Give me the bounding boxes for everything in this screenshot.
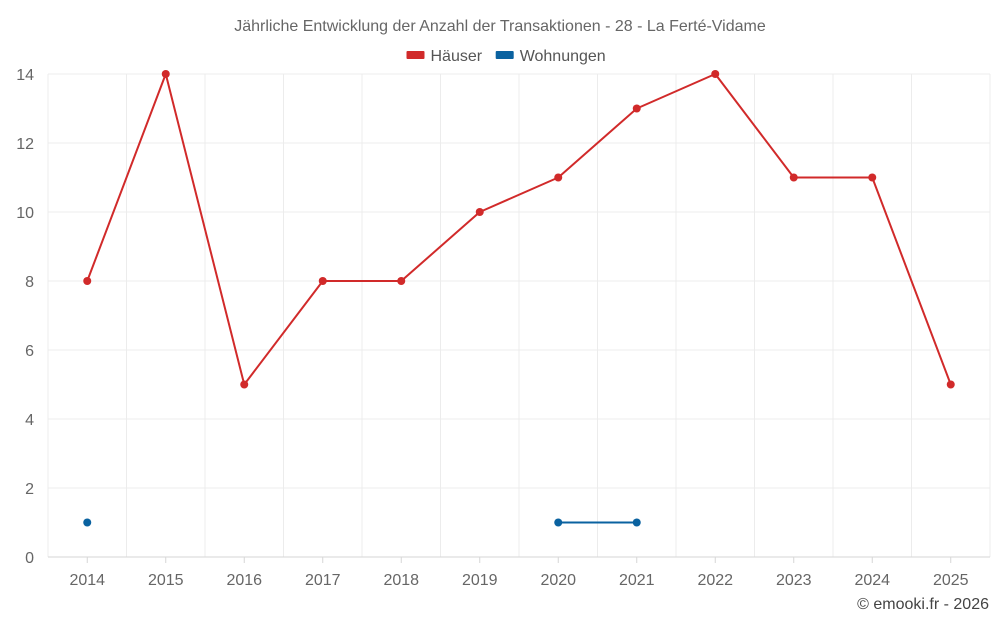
x-tick-label: 2024	[854, 572, 890, 589]
legend-swatch	[495, 51, 514, 59]
x-tick-label: 2019	[462, 572, 498, 589]
x-tick-label: 2020	[540, 572, 576, 589]
x-tick-label: 2025	[933, 572, 969, 589]
series-0	[83, 70, 955, 389]
data-point[interactable]	[868, 173, 877, 182]
chart-title: Jährliche Entwicklung der Anzahl der Tra…	[234, 18, 766, 35]
y-tick-label: 0	[25, 550, 34, 567]
x-tick-label: 2023	[776, 572, 812, 589]
y-tick-label: 2	[25, 481, 34, 498]
x-tick-label: 2015	[148, 572, 184, 589]
legend: Häuser Wohnungen	[406, 48, 606, 65]
series-line	[86, 73, 952, 386]
y-tick-label: 8	[25, 274, 34, 291]
data-point[interactable]	[83, 518, 92, 527]
legend-swatch	[406, 51, 425, 59]
data-point[interactable]	[946, 380, 955, 389]
data-point[interactable]	[475, 208, 484, 216]
data-point[interactable]	[789, 173, 798, 182]
y-tick-label: 10	[16, 205, 34, 222]
legend-item[interactable]: Wohnungen	[495, 48, 606, 65]
data-point[interactable]	[240, 380, 249, 389]
series-layer	[83, 70, 955, 527]
data-point[interactable]	[711, 70, 720, 78]
gridlines	[47, 73, 991, 557]
x-tick-label: 2021	[619, 572, 655, 589]
data-point[interactable]	[554, 518, 563, 527]
x-tick-label: 2022	[697, 572, 733, 589]
y-tick-label: 4	[25, 412, 34, 429]
data-point[interactable]	[632, 104, 641, 113]
y-tick-label: 6	[25, 343, 34, 360]
x-tick-label: 2016	[226, 572, 262, 589]
axes: 0 2 4 6 8 10 12 14 2014 2015 2016 2017 2018 2019 2020 2…	[16, 67, 990, 589]
legend-label: Häuser	[431, 48, 483, 65]
data-point[interactable]	[83, 277, 92, 285]
legend-item[interactable]: Häuser	[406, 48, 483, 65]
data-point[interactable]	[397, 277, 406, 285]
data-point[interactable]	[632, 518, 641, 527]
x-tick-label: 2014	[69, 572, 105, 589]
series-1	[83, 518, 641, 527]
data-point[interactable]	[161, 70, 170, 78]
legend-label: Wohnungen	[520, 48, 606, 65]
x-tick-label: 2018	[383, 572, 419, 589]
chart-credit: © emooki.fr - 2026	[857, 596, 989, 613]
y-tick-label: 12	[16, 136, 34, 153]
y-tick-label: 14	[16, 67, 34, 84]
data-point[interactable]	[554, 173, 563, 182]
data-point[interactable]	[318, 277, 327, 285]
x-tick-label: 2017	[305, 572, 341, 589]
